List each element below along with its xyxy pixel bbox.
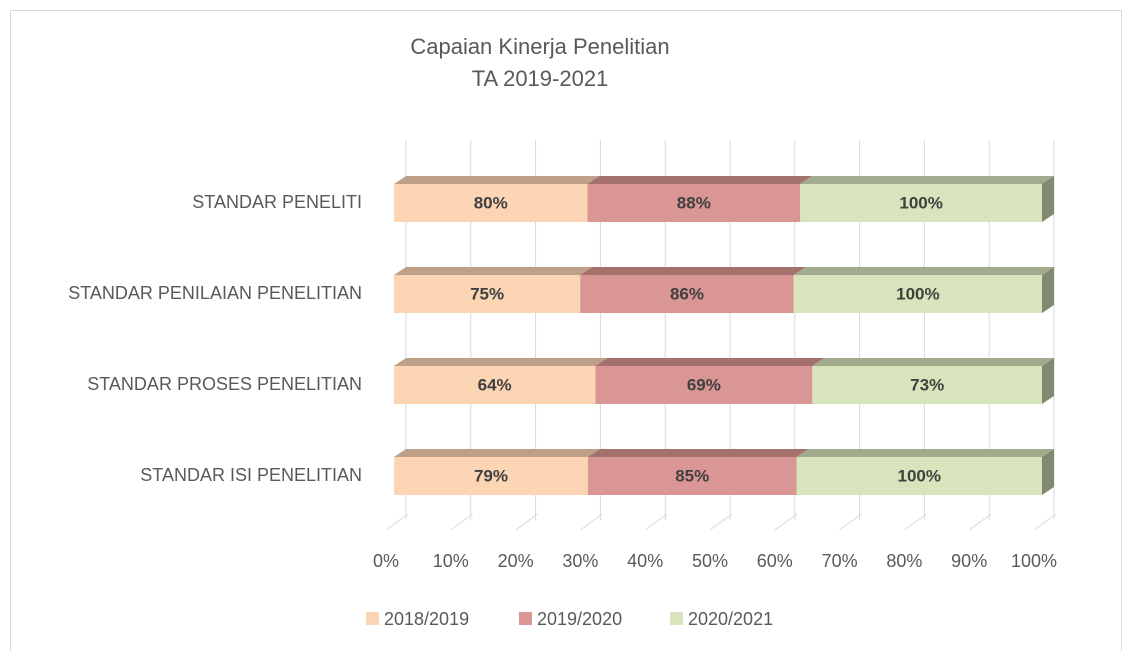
bar-top xyxy=(580,267,806,275)
bar-top xyxy=(812,358,1054,366)
chart-title: Capaian Kinerja Penelitian xyxy=(410,34,669,59)
chart-subtitle: TA 2019-2021 xyxy=(472,66,609,91)
floor-line xyxy=(580,513,603,531)
bar-side xyxy=(1042,176,1054,222)
floor-line xyxy=(515,513,538,531)
value-label: 64% xyxy=(478,375,512,394)
legend-label: 2019/2020 xyxy=(537,609,622,629)
bar xyxy=(394,358,608,404)
bar-side xyxy=(1042,358,1054,404)
bar-top xyxy=(796,449,1054,457)
bar xyxy=(394,176,600,222)
y-tick-label: STANDAR PENELITI xyxy=(192,192,362,212)
bar xyxy=(793,267,1054,313)
legend-label: 2020/2021 xyxy=(688,609,773,629)
bar-front xyxy=(394,184,588,222)
floor-line xyxy=(1033,513,1057,531)
bar xyxy=(595,358,825,404)
x-tick-label: 90% xyxy=(951,551,987,571)
value-label: 79% xyxy=(474,466,508,485)
bar-front xyxy=(394,457,588,495)
bar-top xyxy=(587,176,813,184)
y-tick-label: STANDAR ISI PENELITIAN xyxy=(140,465,362,485)
bar xyxy=(580,267,806,313)
x-tick-label: 50% xyxy=(692,551,728,571)
value-label: 100% xyxy=(898,466,941,485)
legend-swatch xyxy=(670,612,683,625)
floor-line xyxy=(709,513,733,531)
x-tick-label: 0% xyxy=(373,551,399,571)
floor-line xyxy=(968,513,992,531)
floor-line xyxy=(644,513,668,531)
value-label: 86% xyxy=(670,284,704,303)
legend-swatch xyxy=(519,612,532,625)
x-tick-label: 10% xyxy=(433,551,469,571)
bar xyxy=(796,449,1054,495)
x-tick-label: 70% xyxy=(822,551,858,571)
value-label: 100% xyxy=(896,284,939,303)
value-label: 69% xyxy=(687,375,721,394)
value-label: 85% xyxy=(675,466,709,485)
bar-top xyxy=(800,176,1054,184)
x-tick-label: 30% xyxy=(562,551,598,571)
floor-line xyxy=(839,513,862,531)
bar-top xyxy=(595,358,825,366)
bar-front xyxy=(580,275,794,313)
value-label: 88% xyxy=(677,193,711,212)
y-tick-label: STANDAR PENILAIAN PENELITIAN xyxy=(68,283,362,303)
bar-top xyxy=(394,176,600,184)
value-label: 80% xyxy=(474,193,508,212)
bar-top xyxy=(394,267,593,275)
bar-front xyxy=(800,184,1042,222)
legend-label: 2018/2019 xyxy=(384,609,469,629)
y-tick-label: STANDAR PROSES PENELITIAN xyxy=(87,374,362,394)
bar xyxy=(394,267,593,313)
legend-swatch xyxy=(366,612,379,625)
bar-front xyxy=(793,275,1042,313)
bar xyxy=(587,176,813,222)
value-label: 100% xyxy=(899,193,942,212)
x-tick-label: 100% xyxy=(1011,551,1057,571)
bar-top xyxy=(587,449,809,457)
floor-line xyxy=(774,513,798,531)
floor-line xyxy=(904,513,927,531)
bar-top xyxy=(793,267,1054,275)
bar xyxy=(800,176,1054,222)
bar-front xyxy=(595,366,813,404)
bar-side xyxy=(1042,267,1054,313)
floor-line xyxy=(450,513,474,531)
bar-front xyxy=(394,366,596,404)
x-tick-label: 40% xyxy=(627,551,663,571)
bar-side xyxy=(1042,449,1054,495)
bar xyxy=(812,358,1054,404)
x-tick-label: 20% xyxy=(498,551,534,571)
bar-front xyxy=(796,457,1042,495)
bar-top xyxy=(394,358,608,366)
bar xyxy=(587,449,809,495)
floor-line xyxy=(385,513,409,531)
bar-top xyxy=(394,449,600,457)
x-tick-label: 80% xyxy=(886,551,922,571)
bar-front xyxy=(587,457,797,495)
x-tick-label: 60% xyxy=(757,551,793,571)
value-label: 73% xyxy=(910,375,944,394)
bar xyxy=(394,449,600,495)
value-label: 75% xyxy=(470,284,504,303)
chart-frame xyxy=(10,10,1122,651)
bar-front xyxy=(812,366,1042,404)
bar-front xyxy=(394,275,581,313)
bar-front xyxy=(587,184,801,222)
